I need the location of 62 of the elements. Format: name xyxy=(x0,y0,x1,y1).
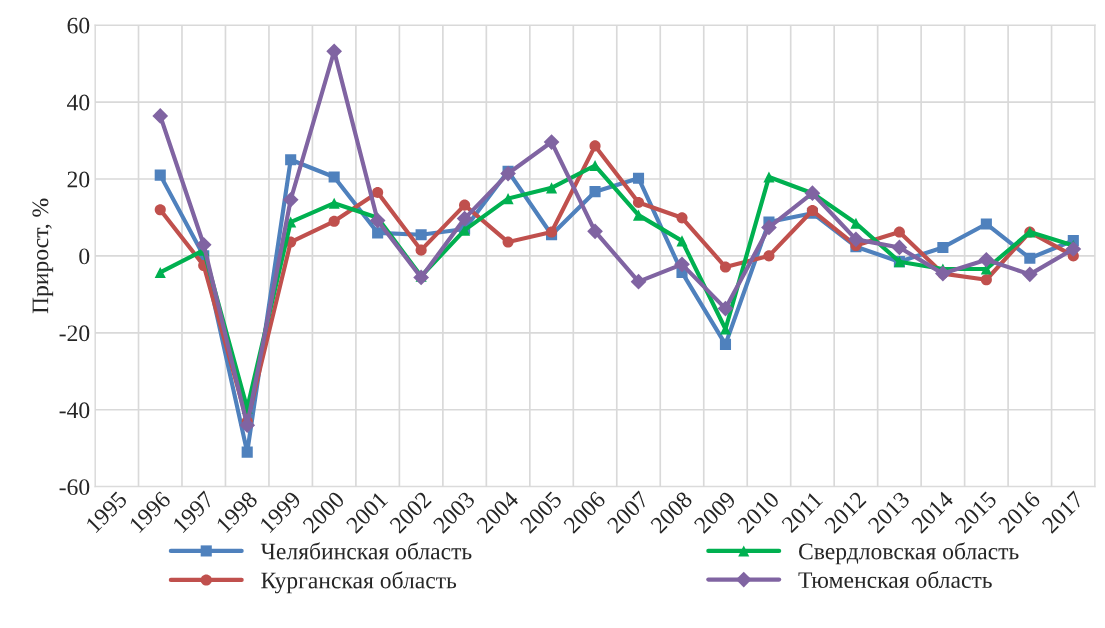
point xyxy=(328,215,340,227)
point xyxy=(717,300,734,317)
point xyxy=(630,273,647,290)
legend-label: Тюменская область xyxy=(798,570,992,589)
x-tick-label: 2011 xyxy=(780,490,824,534)
point xyxy=(632,209,645,221)
point xyxy=(937,241,949,253)
point xyxy=(195,236,212,253)
point xyxy=(676,235,688,247)
point xyxy=(500,165,516,182)
point xyxy=(154,169,166,181)
point xyxy=(676,212,688,224)
point xyxy=(459,199,471,211)
point xyxy=(632,172,645,184)
point xyxy=(154,266,166,279)
point xyxy=(893,226,905,238)
point xyxy=(154,204,166,216)
point xyxy=(719,261,732,273)
point xyxy=(328,171,340,183)
point xyxy=(761,219,777,236)
point xyxy=(589,140,601,152)
point xyxy=(282,191,299,208)
y-tick-label: 60 xyxy=(67,17,90,34)
y-tick-label: 20 xyxy=(67,171,90,188)
y-tick-label: -40 xyxy=(59,402,90,419)
point xyxy=(152,108,169,124)
point xyxy=(546,182,558,194)
point xyxy=(632,196,645,208)
point xyxy=(415,229,427,241)
point xyxy=(980,274,992,286)
point xyxy=(372,227,384,239)
point xyxy=(543,134,560,150)
point xyxy=(848,231,864,248)
point xyxy=(456,210,473,227)
y-axis-title: Прирост, % xyxy=(32,198,54,314)
point xyxy=(980,218,992,230)
legend-label: Челябинская область xyxy=(260,542,472,560)
legend-label: Курганская область xyxy=(261,571,457,594)
point xyxy=(891,239,908,256)
y-tick-label: 40 xyxy=(67,94,90,111)
point xyxy=(502,236,514,248)
point xyxy=(763,171,775,183)
point xyxy=(285,154,297,166)
point xyxy=(415,244,427,256)
point xyxy=(413,269,429,286)
point xyxy=(719,338,732,350)
point xyxy=(502,193,514,205)
point xyxy=(1024,252,1036,264)
point xyxy=(978,251,995,268)
point xyxy=(372,186,384,198)
point xyxy=(369,212,386,229)
legend-label: Свердловская область xyxy=(799,542,1019,565)
point xyxy=(1021,266,1038,283)
point xyxy=(1065,241,1082,257)
y-tick-label: -20 xyxy=(59,325,90,342)
point xyxy=(241,446,253,458)
point xyxy=(328,197,340,209)
point xyxy=(674,256,690,273)
point xyxy=(763,250,775,262)
point xyxy=(589,186,601,198)
point xyxy=(587,223,603,240)
y-tick-label: 0 xyxy=(79,248,90,265)
